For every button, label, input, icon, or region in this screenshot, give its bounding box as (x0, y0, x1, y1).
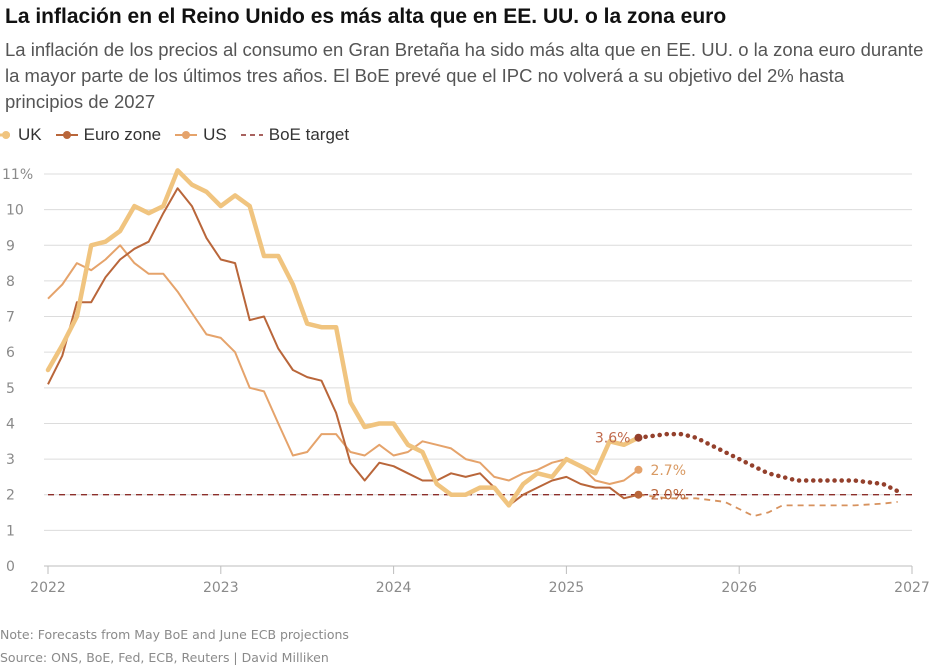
end-labels: 3.6% 2.7% 2.0% (595, 431, 686, 504)
y-tick-label: 3 (6, 452, 15, 468)
legend-swatch-boe-target (240, 134, 263, 136)
end-point-us (634, 465, 643, 474)
legend-item-boe-target: BoE target (240, 125, 350, 145)
y-tick-label: 2 (6, 488, 15, 504)
end-point-euro-zone (634, 490, 643, 499)
legend-swatch-us (175, 131, 198, 139)
series-line-uk (45, 168, 641, 508)
end-label-us: 2.7% (650, 463, 686, 479)
y-tick-label: 8 (6, 274, 15, 290)
series-line-euro-zone (47, 187, 639, 507)
legend-label-uk: UK (18, 125, 42, 144)
end-label-uk: 3.6% (595, 431, 631, 447)
x-tick-label: 2027 (894, 580, 930, 596)
x-axis-ticks: 2022 2023 2024 2025 2026 2027 (30, 566, 930, 596)
series-lines (45, 168, 912, 518)
legend-label-euro-zone: Euro zone (83, 125, 162, 144)
y-tick-label: 5 (6, 381, 15, 397)
chart-note: Note: Forecasts from May BoE and June EC… (0, 627, 349, 642)
x-tick-label: 2024 (376, 580, 412, 596)
y-tick-label: 11% (2, 167, 33, 183)
legend-item-us: US (175, 125, 227, 145)
chart-title: La inflación en el Reino Unido es más al… (5, 5, 727, 28)
y-tick-label: 6 (6, 345, 15, 361)
y-tick-label: 4 (6, 416, 15, 432)
end-label-euro-zone: 2.0% (650, 488, 686, 504)
legend-item-euro-zone: Euro zone (55, 125, 162, 145)
chart-source: Source: ONS, BoE, Fed, ECB, Reuters | Da… (0, 650, 329, 665)
y-tick-label: 1 (6, 523, 15, 539)
y-axis-ticks: 0 1 2 3 4 5 6 7 8 9 10 11% (2, 167, 33, 575)
forecast-line-euro-zone (638, 493, 898, 518)
x-tick-label: 2023 (203, 580, 239, 596)
series-line-us (47, 244, 640, 485)
legend: UK Euro zone US BoE target (0, 124, 363, 146)
legend-label-us: US (203, 125, 227, 144)
forecast-line-uk (636, 431, 900, 494)
x-tick-label: 2022 (30, 580, 66, 596)
legend-item-uk: UK (0, 125, 42, 145)
chart-area: 0 1 2 3 4 5 6 7 8 9 10 11% 2022 2023 2024 2025 2026 2027… (2, 167, 930, 596)
gridlines (44, 173, 912, 567)
y-tick-label: 7 (6, 310, 15, 326)
legend-swatch-uk (0, 131, 10, 139)
y-tick-label: 0 (6, 559, 15, 575)
end-point-uk (634, 433, 643, 442)
x-tick-label: 2025 (549, 580, 585, 596)
y-tick-label: 10 (6, 203, 24, 219)
legend-label-boe-target: BoE target (268, 125, 350, 144)
chart-subtitle: La inflación de los precios al consumo e… (5, 39, 924, 112)
x-tick-label: 2026 (721, 580, 757, 596)
legend-swatch-euro-zone (55, 131, 78, 139)
y-tick-label: 9 (6, 238, 15, 254)
